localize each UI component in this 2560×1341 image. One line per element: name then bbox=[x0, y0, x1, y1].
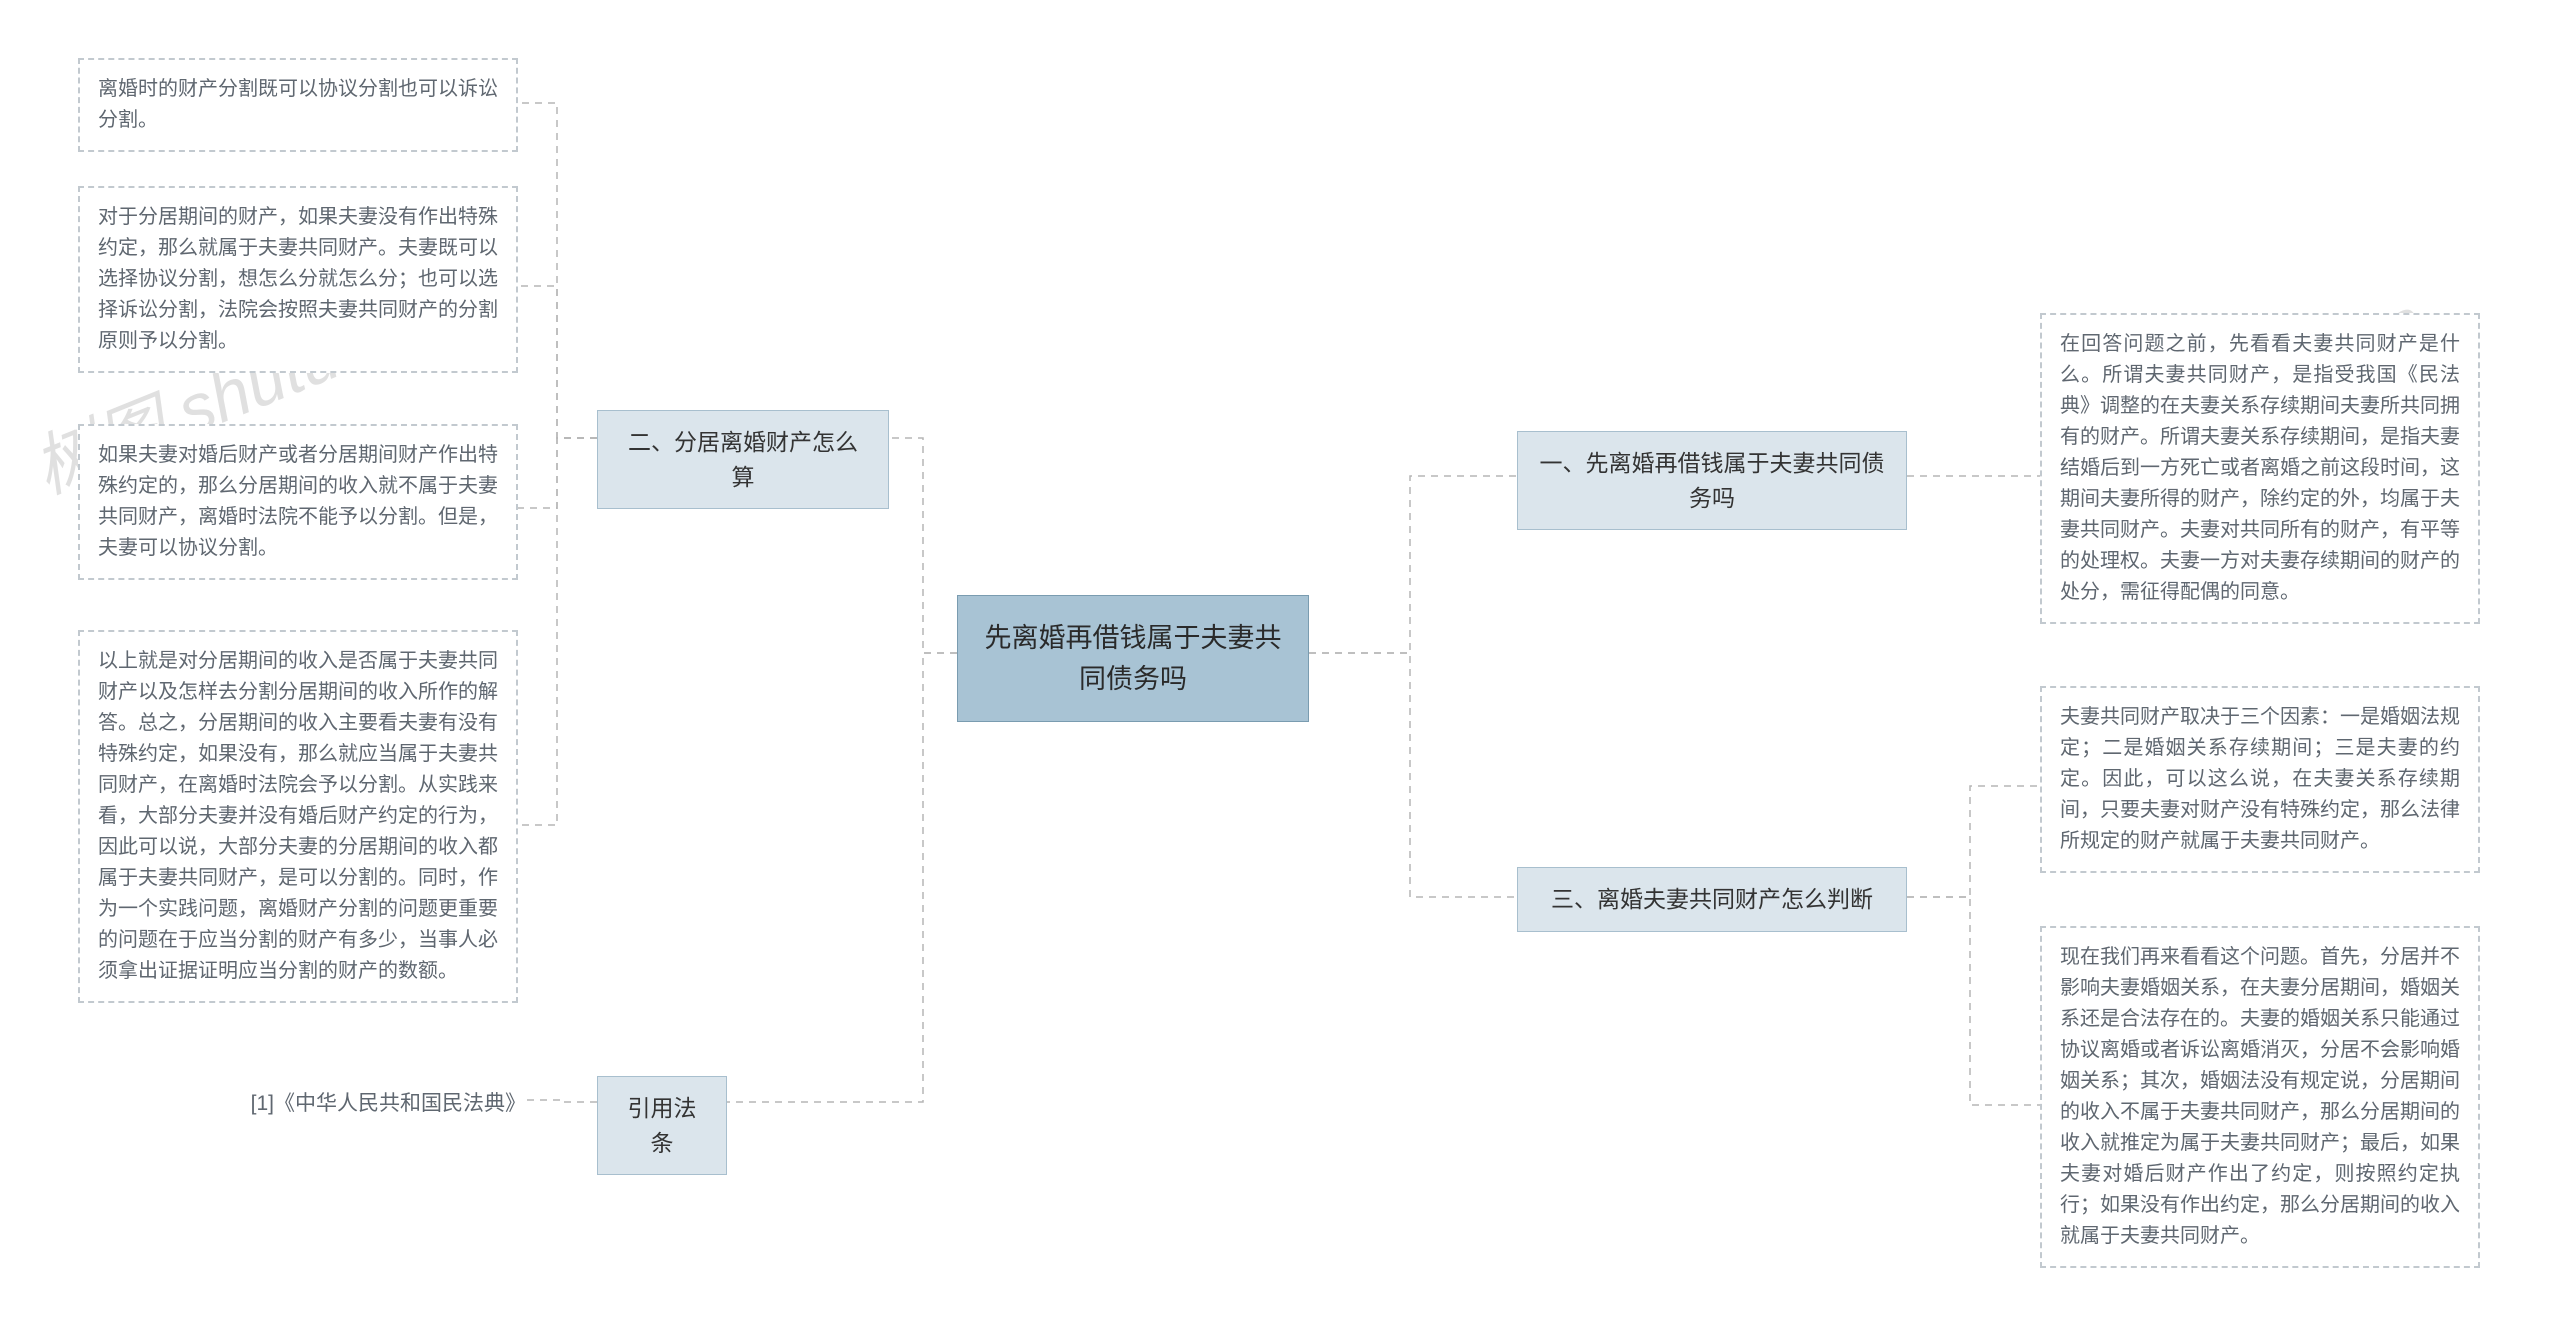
leaf-section-1-0: 在回答问题之前，先看看夫妻共同财产是什么。所谓夫妻共同财产，是指受我国《民法典》… bbox=[2040, 313, 2480, 624]
root-node: 先离婚再借钱属于夫妻共同债务吗 bbox=[957, 595, 1309, 722]
leaf-section-2-1: 对于分居期间的财产，如果夫妻没有作出特殊约定，那么就属于夫妻共同财产。夫妻既可以… bbox=[78, 186, 518, 373]
leaf-section-2-2: 如果夫妻对婚后财产或者分居期间财产作出特殊约定的，那么分居期间的收入就不属于夫妻… bbox=[78, 424, 518, 580]
branch-section-1: 一、先离婚再借钱属于夫妻共同债务吗 bbox=[1517, 431, 1907, 530]
leaf-section-2-0: 离婚时的财产分割既可以协议分割也可以诉讼分割。 bbox=[78, 58, 518, 152]
leaf-section-2-3: 以上就是对分居期间的收入是否属于夫妻共同财产以及怎样去分割分居期间的收入所作的解… bbox=[78, 630, 518, 1003]
branch-references: 引用法条 bbox=[597, 1076, 727, 1175]
branch-section-2: 二、分居离婚财产怎么算 bbox=[597, 410, 889, 509]
branch-section-3: 三、离婚夫妻共同财产怎么判断 bbox=[1517, 867, 1907, 932]
leaf-section-3-1: 现在我们再来看看这个问题。首先，分居并不影响夫妻婚姻关系，在夫妻分居期间，婚姻关… bbox=[2040, 926, 2480, 1268]
leaf-section-3-0: 夫妻共同财产取决于三个因素：一是婚姻法规定；二是婚姻关系存续期间；三是夫妻的约定… bbox=[2040, 686, 2480, 873]
leaf-reference-0: [1]《中华人民共和国民法典》 bbox=[226, 1080, 526, 1129]
